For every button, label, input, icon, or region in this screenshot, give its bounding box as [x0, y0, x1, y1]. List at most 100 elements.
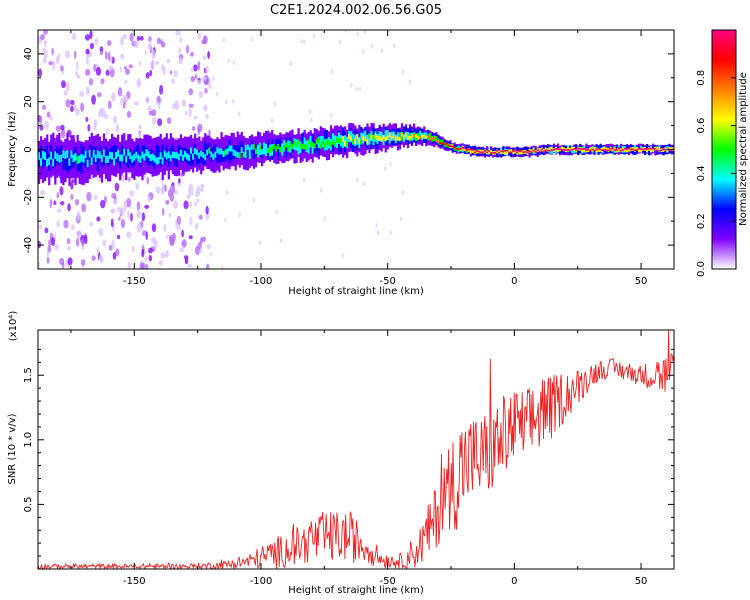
spectrogram-speckle [184, 257, 189, 265]
spectrogram-speckle [197, 79, 202, 85]
spectrogram-ridge-cell [635, 149, 639, 151]
spectrogram-speckle [156, 37, 161, 45]
spectrogram-speckle [220, 265, 224, 269]
spectrogram-ridge-cell [321, 139, 324, 145]
spectrogram-ridge-cell [175, 152, 179, 167]
spectrogram-ridge-cell [374, 133, 377, 139]
spectrogram-ridge-cell [139, 156, 142, 163]
spectrogram-speckle [344, 30, 348, 33]
spectrogram-ridge-cell [538, 150, 541, 153]
spectrogram-ridge-cell [342, 136, 345, 142]
spectrogram-ridge-cell [100, 154, 104, 163]
spectrogram-ridge-cell [425, 132, 428, 139]
spectrogram-xtick-label: -150 [123, 276, 146, 287]
spectrogram-speckle [61, 80, 66, 89]
spectrogram-speckle [147, 105, 153, 112]
spectrogram-speckle [215, 91, 219, 97]
spectrogram-speckle [59, 201, 65, 206]
spectrogram-ridge-cell [500, 150, 503, 153]
spectrogram-speckle [401, 69, 405, 75]
spectrogram-ridge-cell [348, 134, 351, 140]
spectrogram-ridge-cell [408, 136, 412, 140]
spectrogram-marks [38, 30, 674, 269]
spectrogram-speckle [200, 185, 204, 193]
spectrogram-ridge-cell [548, 147, 552, 152]
spectrogram-speckle [194, 245, 201, 256]
spectrogram-ridge-cell [611, 147, 614, 150]
spectrogram-speckle [86, 191, 92, 202]
spectrogram-ridge-cell [378, 135, 381, 141]
spectrogram-speckle [189, 216, 193, 226]
spectrogram-ridge-cell [104, 146, 108, 163]
spectrogram-ridge-cell [386, 129, 389, 140]
spectrogram-ridge-cell [157, 156, 160, 164]
spectrogram-speckle [91, 255, 96, 262]
spectrogram-speckle [168, 212, 172, 218]
spectrogram-ridge-cell [275, 146, 278, 152]
spectrogram-speckle [166, 117, 172, 125]
spectrogram-ridge-cell [554, 148, 558, 150]
spectrogram-speckle [155, 186, 161, 194]
spectrogram-ridge-cell [135, 151, 138, 159]
spectrogram-speckle [165, 249, 170, 258]
spectrogram-ridge-cell [117, 149, 120, 157]
spectrogram-ridge-cell [508, 149, 511, 154]
spectrogram-ytick-label: 40 [23, 48, 34, 61]
spectrogram-speckle [163, 223, 167, 233]
spectrogram-speckle [89, 42, 95, 50]
spectrogram-ridge-cell [646, 148, 649, 150]
spectrogram-ridge-cell [214, 144, 217, 158]
spectrogram-speckle [145, 97, 150, 103]
spectrogram-ridge-cell [443, 143, 446, 146]
spectrogram-ridge-cell [70, 150, 73, 159]
spectrogram-speckle [131, 245, 135, 253]
spectrogram-speckle [212, 76, 215, 82]
spectrogram-speckle [208, 84, 212, 89]
spectrogram-ridge-cell [46, 145, 49, 163]
spectrogram-ridge-cell [650, 148, 653, 153]
spectrogram-ridge-cell [145, 149, 148, 156]
spectrogram-speckle [141, 212, 146, 222]
spectrogram-speckle [173, 200, 179, 209]
spectrogram-ridge-cell [526, 147, 529, 155]
spectrogram-speckle [323, 216, 326, 222]
colorbar-tick-label: 0.6 [696, 118, 707, 134]
spectrogram-ridge-cell [406, 135, 410, 140]
spectrogram-speckle [302, 177, 306, 183]
spectrogram-speckle [151, 49, 156, 60]
spectrogram-ridge-cell [611, 147, 614, 152]
spectrogram-ridge-cell [538, 148, 541, 152]
spectrogram-speckle [149, 69, 153, 77]
spectrogram-speckle [85, 117, 89, 122]
snr-xtick-label: -50 [380, 576, 396, 587]
spectrogram-speckle [205, 205, 209, 215]
spectrogram-ridge-cell [423, 134, 426, 138]
spectrogram-speckle [79, 91, 85, 97]
spectrogram-speckle [96, 216, 101, 222]
spectrogram-speckle [169, 184, 176, 194]
spectrogram-speckle [199, 248, 203, 254]
spectrogram-ridge-cell [60, 154, 63, 163]
spectrogram-ridge-cell [640, 148, 643, 153]
spectrogram-speckle [158, 104, 161, 110]
spectrogram-ridge-cell [333, 135, 337, 147]
spectrogram-speckle [97, 176, 101, 182]
spectrogram-ridge-cell [631, 148, 635, 151]
spectrogram-ridge-cell [279, 147, 282, 153]
spectrogram-ridge-cell [597, 148, 600, 152]
spectrogram-ridge-cell [224, 149, 227, 156]
spectrogram-speckle [38, 262, 41, 268]
spectrogram-ridge-cell [534, 151, 537, 153]
spectrogram-ridge-cell [605, 147, 608, 152]
spectrogram-ridge-cell [196, 151, 199, 165]
spectrogram-ridge-cell [419, 136, 422, 140]
spectrogram-ridge-cell [117, 149, 120, 165]
spectrogram-speckle [194, 222, 199, 230]
spectrogram-ridge-cell [382, 135, 385, 146]
snr-xtick-label: 0 [511, 576, 517, 587]
spectrogram-ridge-cell [638, 147, 641, 150]
spectrogram-speckle [46, 256, 50, 264]
spectrogram-ridge-cell [518, 150, 521, 155]
spectrogram-ridge-cell [627, 147, 631, 152]
